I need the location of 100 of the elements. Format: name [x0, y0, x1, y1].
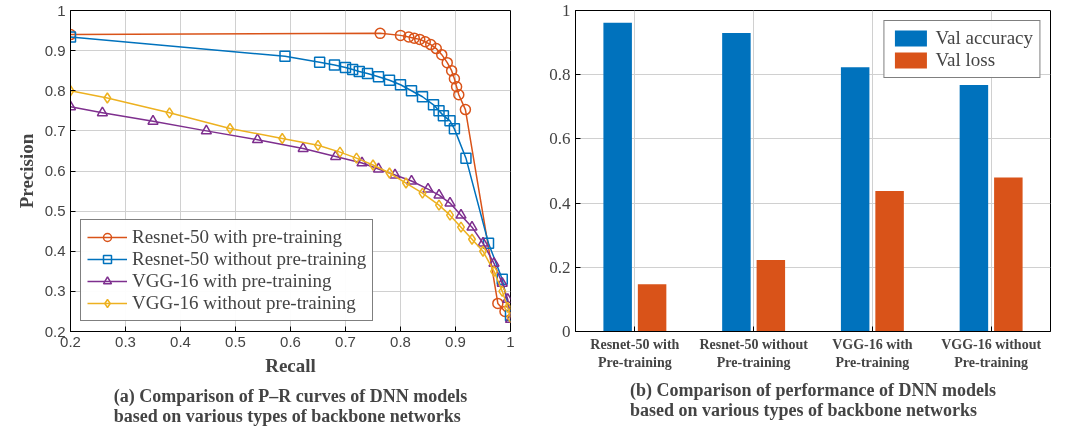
point [374, 27, 386, 40]
point [200, 124, 213, 135]
point [405, 85, 418, 97]
legend-label: Val loss [935, 49, 996, 71]
text: (b) Comparison of performance of DNN models based on various types of backbone networks [630, 379, 996, 420]
point [103, 92, 112, 104]
x-tick-label: VGG-16 with Pre-training [832, 336, 913, 370]
point [455, 208, 467, 219]
point [425, 38, 437, 51]
point [383, 74, 396, 87]
point [339, 61, 352, 74]
point [418, 187, 427, 199]
legend-label: Resnet-50 with pre-training [132, 226, 343, 248]
point [433, 105, 445, 117]
point [445, 64, 458, 77]
y-tick-label: 0.3 [44, 282, 66, 300]
point [445, 209, 455, 221]
point [427, 99, 440, 111]
point [448, 72, 461, 85]
bar [994, 177, 1023, 332]
point [368, 159, 378, 171]
bar [875, 190, 904, 332]
x-tick-label: 0.3 [115, 332, 136, 350]
point [251, 133, 264, 144]
point [389, 168, 401, 179]
y-tick-label: 0 [562, 322, 571, 341]
point [361, 67, 374, 80]
point [459, 103, 472, 116]
x-tick-label: Resnet-50 with Pre-training [590, 336, 680, 370]
y-tick-label: 1 [57, 1, 66, 19]
x-tick-label: 0.6 [280, 332, 301, 350]
point [467, 233, 477, 245]
point [405, 174, 418, 185]
x-tick-label: 0.7 [335, 332, 356, 350]
point [372, 162, 385, 173]
x-tick-label: 0.9 [445, 332, 466, 350]
point [489, 265, 499, 278]
y-tick-label: 0.6 [44, 162, 66, 179]
point [408, 32, 420, 44]
text: (a) Comparison of P–R curves of DNN models based on various types of backbone networks [113, 385, 468, 426]
point [403, 31, 415, 43]
point [96, 106, 109, 117]
point [356, 156, 368, 167]
y-tick-label: 0.4 [549, 193, 571, 213]
point [433, 188, 445, 199]
x-axis-title: Recall [265, 354, 316, 376]
legend-label: Val accuracy [935, 27, 1033, 49]
point [437, 109, 450, 122]
y-tick-label: 1 [562, 1, 571, 20]
x-tick-label: 1 [506, 332, 515, 350]
point [430, 42, 442, 55]
point [165, 107, 174, 119]
point [352, 152, 361, 164]
point [448, 123, 461, 135]
point [394, 29, 407, 42]
y-tick-label: 0.4 [44, 242, 66, 260]
point [335, 146, 345, 158]
bar [722, 32, 751, 332]
point [422, 182, 434, 193]
point [313, 139, 323, 152]
bar [603, 22, 632, 332]
y-axis-title: Precision [15, 133, 37, 209]
point [385, 167, 394, 179]
point [478, 245, 488, 257]
point [456, 221, 466, 233]
point [394, 78, 407, 91]
point [416, 91, 429, 103]
point [488, 256, 500, 267]
point [434, 199, 444, 211]
bar [840, 67, 870, 332]
legend-label: Resnet-50 without pre-training [132, 248, 367, 270]
y-tick-label: 0.7 [44, 121, 66, 139]
point [492, 297, 504, 310]
point [346, 63, 359, 76]
x-tick-label: Resnet-50 without Pre-training [699, 336, 809, 370]
point [466, 220, 478, 231]
y-tick-label: 0.8 [549, 65, 571, 85]
point [279, 50, 291, 62]
point [328, 59, 341, 71]
legend-label: VGG-16 without pre-training [132, 292, 356, 314]
bar [959, 84, 989, 332]
point [372, 70, 385, 83]
x-tick-label: VGG-16 without Pre-training [941, 336, 1042, 370]
point [419, 36, 431, 48]
point [353, 65, 365, 78]
point [441, 56, 453, 69]
point [482, 237, 495, 249]
x-tick-label: 0.4 [170, 332, 191, 350]
point [329, 150, 342, 161]
y-tick-label: 0.8 [44, 81, 66, 99]
bar [756, 259, 786, 332]
point [401, 177, 411, 189]
point [297, 142, 309, 153]
point [444, 196, 456, 207]
point [460, 152, 472, 164]
y-tick-label: 0.2 [549, 257, 571, 277]
point [436, 48, 448, 61]
point [477, 236, 489, 247]
point [444, 115, 456, 127]
point [147, 114, 159, 125]
